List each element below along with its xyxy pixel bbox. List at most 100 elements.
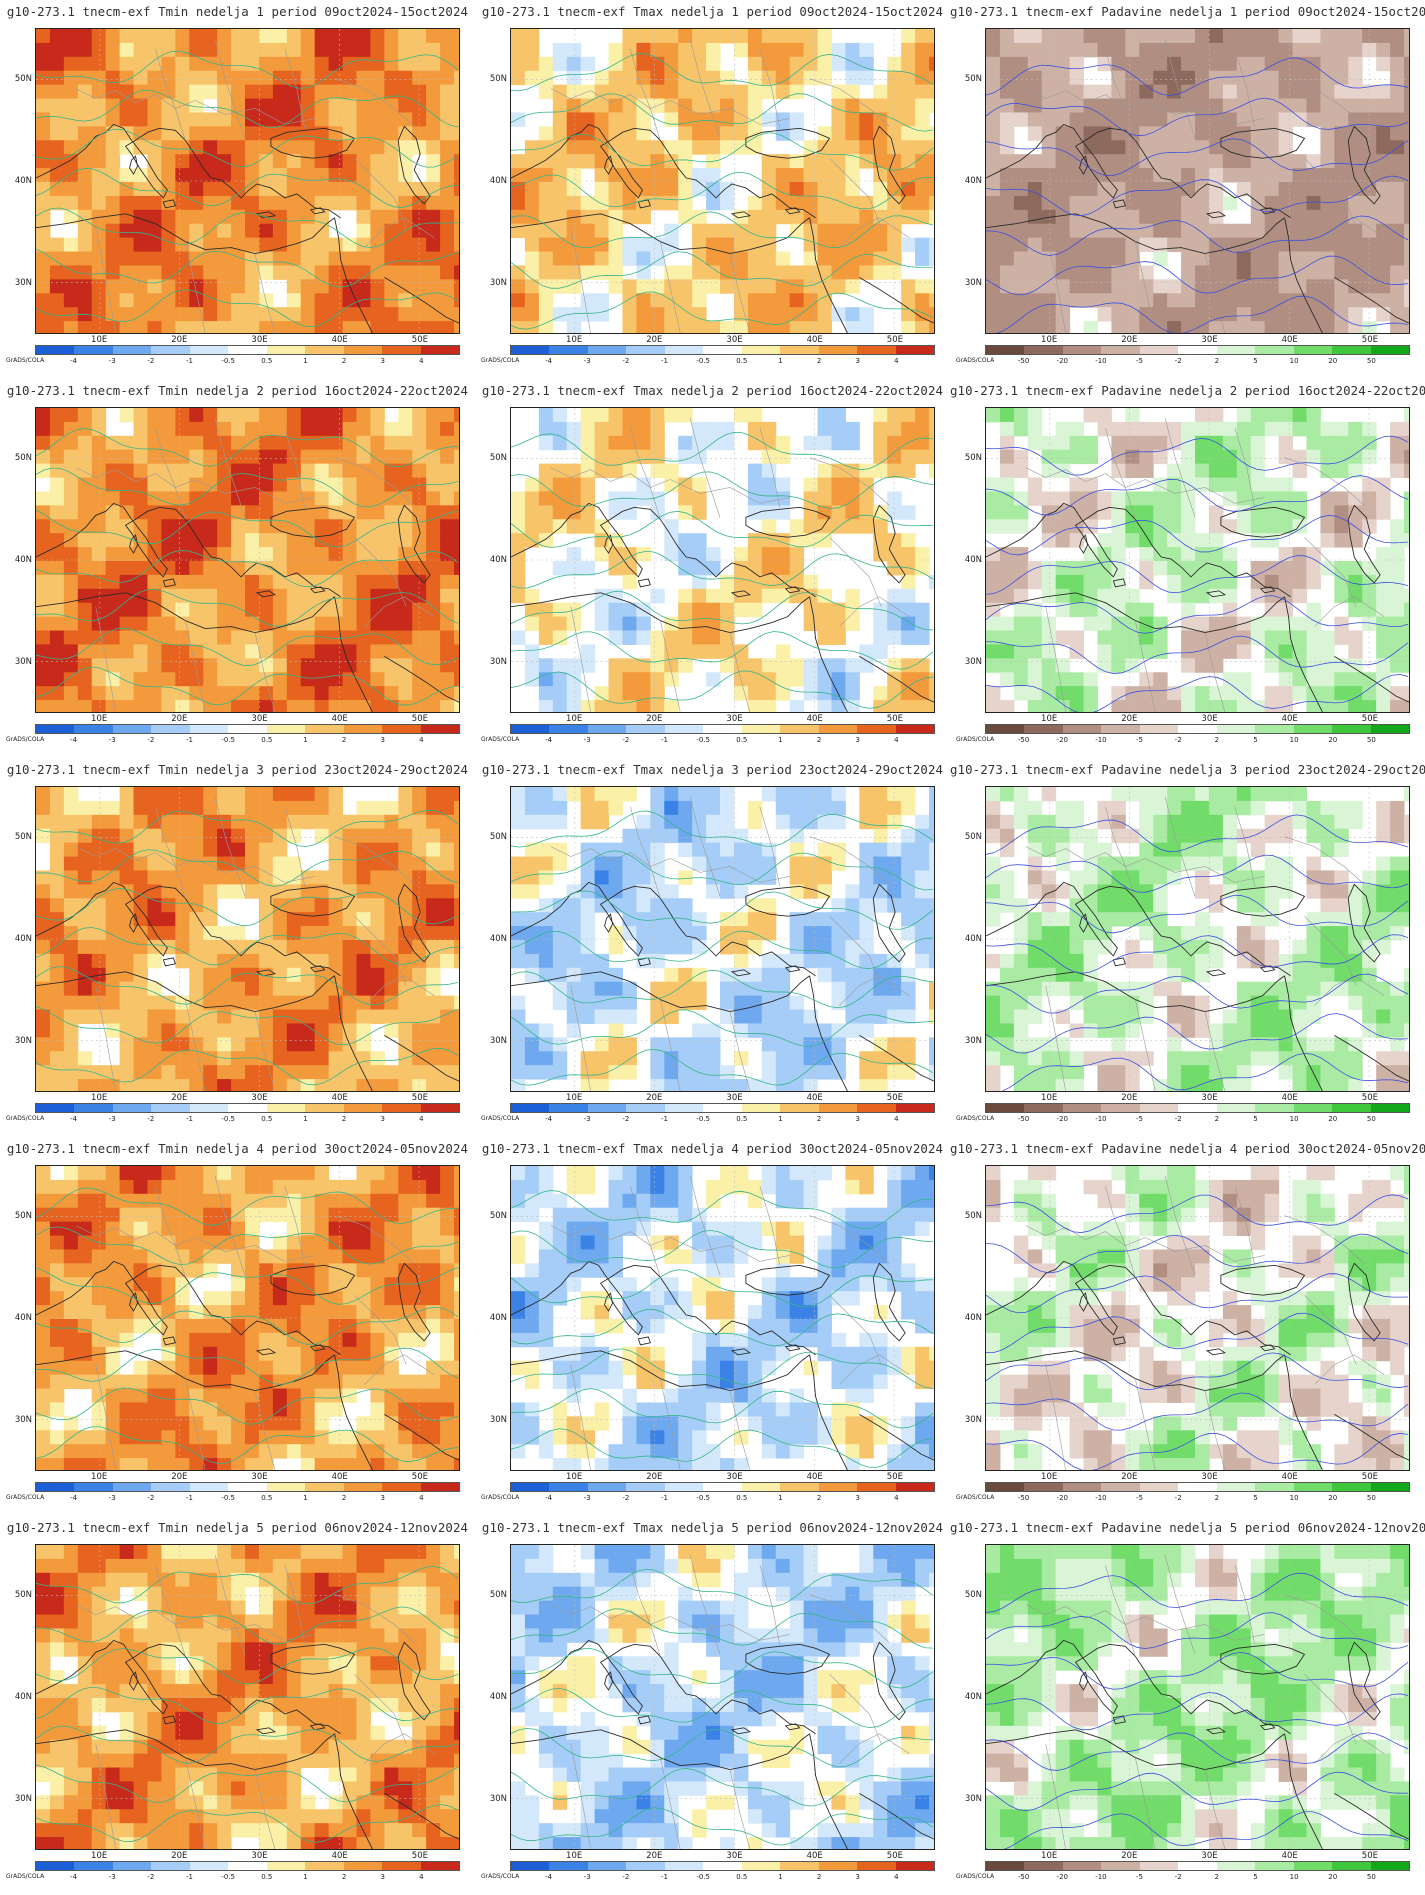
anomaly-cell: [1125, 491, 1140, 506]
anomaly-cell: [636, 70, 651, 86]
anomaly-cell: [105, 307, 121, 322]
anomaly-cell: [147, 223, 162, 239]
anomaly-cell: [999, 29, 1015, 44]
anomaly-cell: [1195, 265, 1210, 280]
anomaly-cell: [747, 140, 763, 155]
anomaly-cell: [566, 560, 582, 576]
anomaly-cell: [859, 884, 874, 899]
anomaly-cell: [63, 449, 79, 465]
anomaly-cell: [929, 154, 934, 169]
anomaly-cell: [1069, 84, 1085, 100]
anomaly-cell: [1292, 616, 1307, 632]
anomaly-cell: [161, 251, 176, 266]
country-border: [354, 536, 407, 607]
anomaly-cell: [161, 686, 176, 701]
anomaly-cell: [398, 672, 413, 687]
anomaly-cell: [440, 560, 455, 576]
anomaly-cell: [1278, 630, 1294, 645]
anomaly-cell: [580, 700, 596, 712]
anomaly-cell: [678, 828, 693, 844]
anomaly-cell: [91, 953, 107, 969]
anomaly-cell: [189, 560, 204, 576]
anomaly-cell: [356, 209, 371, 225]
anomaly-cell: [147, 449, 162, 465]
anomaly-cell: [77, 981, 93, 997]
anomaly-cell: [678, 939, 693, 955]
anomaly-cell: [1153, 519, 1168, 534]
anomaly-cell: [580, 307, 596, 322]
anomaly-cell: [175, 995, 190, 1011]
anomaly-cell: [622, 307, 637, 322]
anomaly-cell: [1376, 293, 1391, 308]
anomaly-cell: [1195, 408, 1210, 423]
anomaly-cell: [272, 898, 288, 913]
anomaly-cell: [594, 547, 610, 562]
anomaly-cell: [203, 435, 218, 451]
anomaly-cell: [1208, 251, 1224, 266]
anomaly-cell: [91, 463, 107, 479]
anomaly-cell: [342, 408, 357, 423]
anomaly-cell: [608, 463, 623, 479]
anomaly-cell: [1027, 293, 1043, 308]
anomaly-cell: [454, 477, 459, 492]
anomaly-field: [986, 408, 1409, 712]
anomaly-cell: [286, 29, 302, 44]
anomaly-cell: [1013, 588, 1029, 604]
anomaly-cell: [356, 630, 371, 645]
anomaly-cell: [119, 1023, 135, 1038]
anomaly-cell: [49, 56, 65, 72]
anomaly-cell: [36, 533, 51, 548]
anomaly-cell: [552, 209, 568, 225]
anomaly-cell: [1390, 56, 1405, 72]
anomaly-cell: [454, 995, 459, 1011]
anomaly-cell: [650, 29, 665, 44]
anomaly-cell: [328, 449, 344, 465]
anomaly-cell: [1181, 70, 1196, 86]
anomaly-cell: [342, 533, 357, 548]
anomaly-cell: [747, 926, 763, 941]
coastline: [604, 534, 613, 554]
anomaly-cell: [272, 223, 288, 239]
anomaly-cell: [887, 588, 902, 604]
anomaly-cell: [1320, 644, 1335, 659]
anomaly-cell: [986, 265, 1001, 280]
longitude-label: 10E: [91, 335, 108, 345]
anomaly-cell: [217, 265, 232, 280]
anomaly-cell: [1055, 112, 1071, 127]
anomaly-cell: [412, 588, 427, 604]
anomaly-cell: [1111, 519, 1126, 534]
anomaly-cell: [1278, 251, 1294, 266]
anomaly-cell: [245, 126, 260, 141]
anomaly-cell: [1334, 209, 1349, 225]
anomaly-cell: [1390, 435, 1405, 451]
anomaly-cell: [622, 42, 637, 58]
anomaly-cell: [231, 463, 246, 479]
anomaly-cell: [342, 967, 357, 983]
anomaly-cell: [119, 29, 135, 44]
anomaly-cell: [217, 435, 232, 451]
anomaly-cell: [77, 884, 93, 899]
anomaly-cell: [91, 1079, 107, 1091]
anomaly-cell: [272, 1051, 288, 1066]
isoline: [36, 289, 459, 328]
anomaly-cell: [538, 408, 554, 423]
anomaly-cell: [1222, 307, 1238, 322]
colorbar-swatch: [1255, 346, 1294, 354]
anomaly-cell: [119, 644, 135, 659]
anomaly-cell: [36, 237, 51, 253]
anomaly-cell: [845, 939, 860, 955]
anomaly-cell: [1208, 126, 1224, 141]
anomaly-cell: [552, 787, 568, 802]
anomaly-cell: [147, 588, 162, 604]
anomaly-cell: [1055, 56, 1071, 72]
anomaly-cell: [328, 168, 344, 183]
anomaly-cell: [412, 265, 427, 280]
anomaly-cell: [678, 898, 693, 913]
anomaly-cell: [147, 616, 162, 632]
anomaly-cell: [217, 926, 232, 941]
anomaly-cell: [231, 856, 246, 871]
anomaly-cell: [105, 547, 121, 562]
anomaly-cell: [147, 477, 162, 492]
anomaly-cell: [859, 237, 874, 253]
anomaly-cell: [1292, 408, 1307, 423]
